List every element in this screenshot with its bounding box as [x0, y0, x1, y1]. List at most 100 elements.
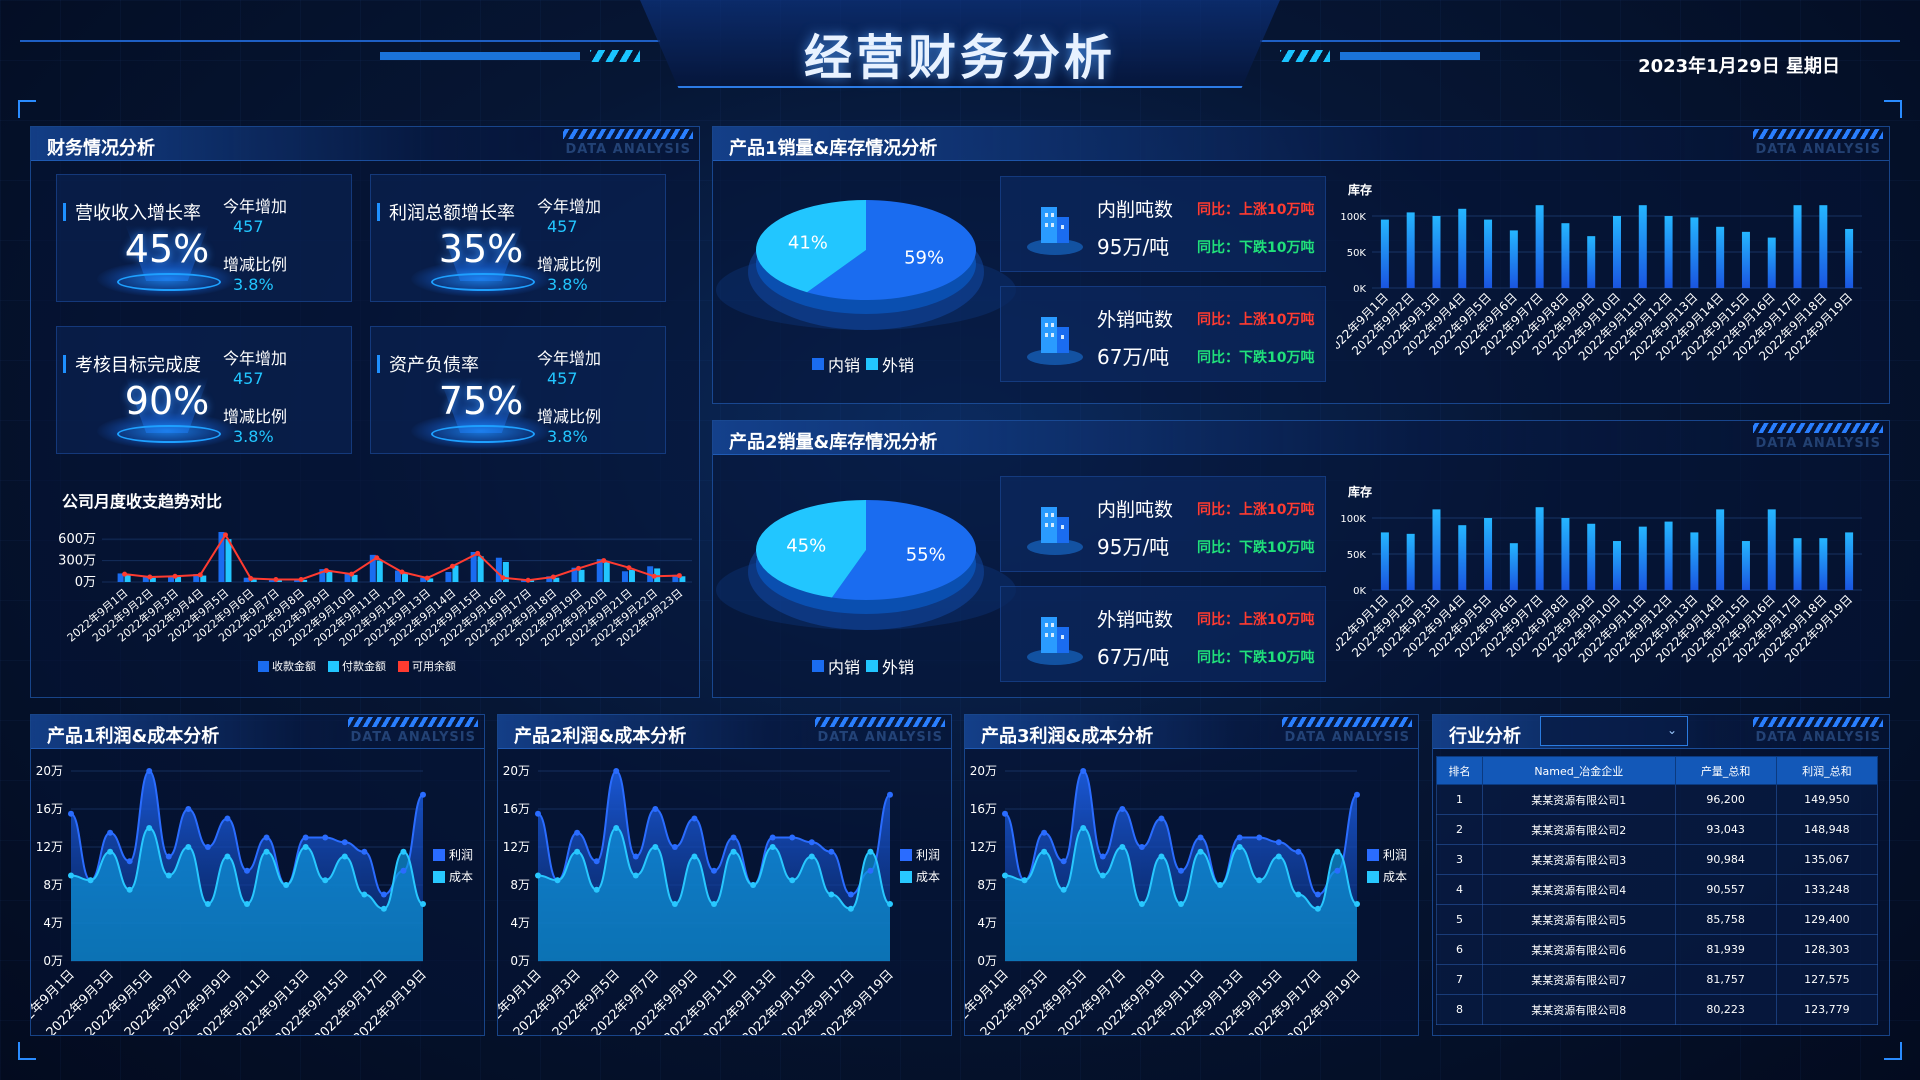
profit-point[interactable]	[671, 844, 678, 850]
cost-point[interactable]	[263, 848, 270, 855]
cost-point[interactable]	[593, 886, 600, 893]
stock-bar[interactable]	[1406, 212, 1415, 288]
trend-bar[interactable]	[117, 573, 124, 582]
trend-bar[interactable]	[477, 556, 484, 582]
profit-point[interactable]	[1197, 834, 1204, 841]
stock-bar[interactable]	[1509, 230, 1518, 288]
profit-point[interactable]	[1158, 815, 1165, 822]
trend-bar[interactable]	[603, 562, 610, 582]
cost-point[interactable]	[380, 905, 387, 912]
cost-point[interactable]	[671, 901, 678, 907]
cost-point[interactable]	[1021, 877, 1028, 884]
cost-point[interactable]	[613, 825, 620, 831]
profit-point[interactable]	[204, 844, 211, 850]
trend-point[interactable]	[172, 573, 178, 579]
stock-bar[interactable]	[1690, 532, 1699, 590]
cost-point[interactable]	[244, 901, 250, 907]
profit-point[interactable]	[185, 806, 192, 812]
profit-point[interactable]	[769, 834, 776, 841]
table-row[interactable]: 3 某某资源有限公司3 90,984 135,067	[1435, 844, 1879, 875]
stock-bar[interactable]	[1716, 509, 1725, 590]
cost-point[interactable]	[652, 844, 659, 850]
trend-bar[interactable]	[376, 560, 383, 582]
cost-point[interactable]	[1256, 877, 1263, 884]
profit-point[interactable]	[322, 834, 329, 841]
pie-slice-outer[interactable]	[756, 500, 866, 598]
trend-point[interactable]	[550, 574, 556, 580]
cost-point[interactable]	[87, 877, 94, 884]
cost-point[interactable]	[224, 853, 231, 860]
table-row[interactable]: 1 某某资源有限公司1 96,200 149,950	[1435, 784, 1879, 815]
stock-bar[interactable]	[1638, 205, 1647, 288]
stock-bar[interactable]	[1690, 217, 1699, 288]
stock-bar[interactable]	[1380, 219, 1389, 288]
profit-point[interactable]	[302, 834, 309, 841]
trend-bar[interactable]	[326, 571, 333, 582]
cost-point[interactable]	[554, 877, 561, 884]
cost-point[interactable]	[1060, 886, 1067, 893]
trend-bar[interactable]	[402, 572, 408, 582]
stock-bar[interactable]	[1613, 541, 1621, 590]
stock-bar[interactable]	[1432, 509, 1441, 590]
stock-bar[interactable]	[1613, 216, 1621, 288]
cost-point[interactable]	[691, 853, 698, 860]
stock-bar[interactable]	[1845, 532, 1854, 590]
table-row[interactable]: 2 某某资源有限公司2 93,043 148,948	[1435, 814, 1879, 845]
trend-bar[interactable]	[679, 576, 686, 582]
stock-bar[interactable]	[1741, 541, 1750, 590]
trend-point[interactable]	[651, 573, 657, 579]
profit-point[interactable]	[1275, 839, 1282, 846]
trend-point[interactable]	[323, 568, 329, 574]
stock-bar[interactable]	[1458, 525, 1467, 590]
profit-point[interactable]	[361, 848, 368, 855]
cost-point[interactable]	[302, 844, 309, 850]
table-row[interactable]: 6 某某资源有限公司6 81,939 128,303	[1435, 934, 1879, 965]
trend-point[interactable]	[197, 572, 203, 578]
pie-slice-inner[interactable]	[832, 500, 976, 600]
trend-bar[interactable]	[395, 570, 401, 582]
stock-bar[interactable]	[1664, 216, 1673, 288]
profit-point[interactable]	[1002, 810, 1008, 817]
trend-bar[interactable]	[628, 569, 635, 582]
profit-point[interactable]	[632, 853, 639, 860]
cost-point[interactable]	[574, 848, 581, 855]
trend-point[interactable]	[273, 577, 279, 582]
stock-bar[interactable]	[1484, 219, 1493, 288]
cost-point[interactable]	[847, 905, 854, 912]
trend-bar[interactable]	[452, 565, 459, 582]
profit-point[interactable]	[341, 839, 348, 846]
stock-bar[interactable]	[1587, 523, 1596, 590]
profit-point[interactable]	[1138, 844, 1145, 850]
trend-bar[interactable]	[142, 576, 149, 582]
stock-bar[interactable]	[1664, 521, 1673, 590]
stock-bar[interactable]	[1380, 532, 1389, 590]
trend-bar[interactable]	[301, 579, 308, 582]
profit-point[interactable]	[730, 834, 737, 841]
stock-bar[interactable]	[1819, 205, 1828, 288]
profit-point[interactable]	[652, 806, 659, 812]
profit-point[interactable]	[380, 891, 387, 898]
trend-point[interactable]	[525, 577, 531, 583]
profit-point[interactable]	[400, 867, 407, 874]
profit-point[interactable]	[165, 853, 172, 860]
stock-bar[interactable]	[1406, 533, 1415, 590]
trend-bar[interactable]	[344, 573, 351, 582]
cost-point[interactable]	[828, 891, 835, 898]
profit-point[interactable]	[1041, 829, 1048, 836]
table-row[interactable]: 5 某某资源有限公司5 85,758 129,400	[1435, 904, 1879, 935]
trend-bar[interactable]	[218, 532, 225, 582]
stock-bar[interactable]	[1458, 208, 1467, 288]
stock-bar[interactable]	[1767, 509, 1776, 590]
stock-bar[interactable]	[1561, 518, 1570, 590]
profit-point[interactable]	[593, 858, 600, 865]
trend-bar[interactable]	[294, 579, 301, 582]
cost-point[interactable]	[204, 901, 211, 907]
trend-bar[interactable]	[193, 574, 200, 582]
profit-point[interactable]	[535, 810, 541, 817]
trend-bar[interactable]	[168, 575, 175, 582]
profit-point[interactable]	[691, 815, 698, 822]
industry-select[interactable]: ⌄	[1540, 716, 1688, 746]
stock-bar[interactable]	[1767, 237, 1776, 288]
table-row[interactable]: 4 某某资源有限公司4 90,557 133,248	[1435, 874, 1879, 905]
stock-bar[interactable]	[1793, 538, 1802, 590]
